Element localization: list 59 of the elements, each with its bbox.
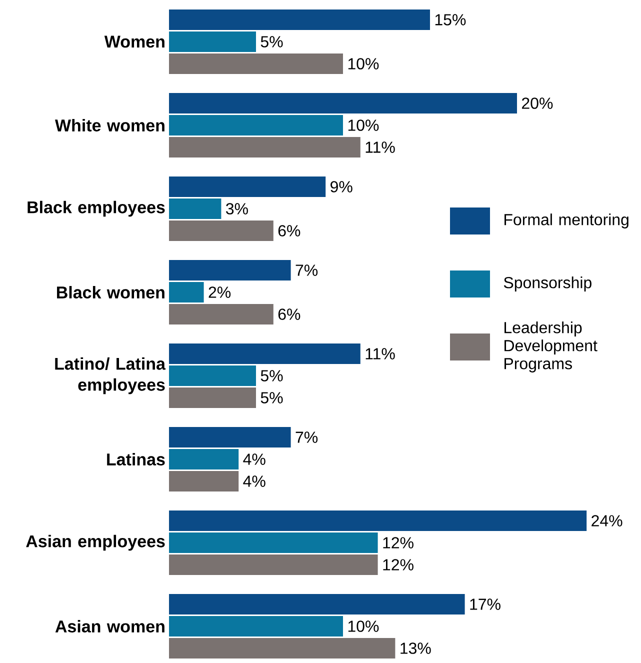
data-label: 24% bbox=[592, 515, 622, 526]
bar bbox=[168, 616, 343, 637]
bar bbox=[168, 31, 256, 52]
y-tick-label: Latinas bbox=[107, 453, 165, 466]
y-tick-label: Asian employees bbox=[26, 534, 165, 551]
bar bbox=[168, 115, 343, 136]
data-label: 6% bbox=[278, 225, 300, 236]
data-label: 12% bbox=[383, 559, 414, 570]
bar bbox=[168, 198, 222, 219]
data-label: 5% bbox=[260, 370, 283, 382]
data-label: 15% bbox=[435, 14, 466, 26]
bar bbox=[168, 260, 291, 280]
bar bbox=[168, 366, 256, 386]
data-label: 5% bbox=[260, 36, 283, 48]
data-label: 17% bbox=[470, 598, 500, 610]
legend-label: Formal mentoring bbox=[504, 214, 628, 228]
bar bbox=[168, 449, 239, 470]
bar bbox=[168, 471, 239, 492]
bar bbox=[168, 137, 360, 158]
bar bbox=[168, 344, 360, 364]
bar bbox=[168, 53, 343, 74]
data-label: 6% bbox=[278, 308, 300, 320]
y-tick-label: Asian women bbox=[55, 620, 164, 633]
data-label: 10% bbox=[348, 120, 379, 131]
data-label: 9% bbox=[330, 181, 352, 192]
bar bbox=[168, 510, 587, 532]
bar bbox=[168, 282, 204, 302]
bar bbox=[168, 594, 465, 615]
bar bbox=[168, 388, 256, 408]
data-label: 10% bbox=[348, 58, 379, 70]
bar bbox=[168, 220, 274, 241]
bar bbox=[168, 554, 378, 576]
bar bbox=[168, 93, 517, 114]
data-label: 5% bbox=[260, 392, 283, 404]
y-tick-label: Latino/ Latina employees bbox=[55, 357, 166, 394]
data-label: 20% bbox=[522, 98, 553, 109]
y-tick-label: Black employees bbox=[28, 200, 165, 217]
y-tick-label: Women bbox=[104, 36, 164, 48]
bar bbox=[168, 427, 291, 448]
y-tick-label: Black women bbox=[57, 286, 164, 298]
data-label: 12% bbox=[383, 537, 414, 548]
legend-label: Leadership Development Programs bbox=[504, 322, 598, 372]
data-label: 13% bbox=[400, 642, 431, 654]
data-label: 10% bbox=[348, 620, 379, 632]
data-label: 7% bbox=[296, 432, 318, 443]
bar bbox=[168, 176, 326, 197]
data-label: 4% bbox=[243, 476, 266, 487]
bar bbox=[168, 9, 430, 30]
bar bbox=[168, 638, 396, 659]
data-label: 4% bbox=[243, 454, 266, 465]
bar bbox=[168, 532, 378, 554]
data-label: 11% bbox=[366, 348, 395, 360]
y-tick-label: White women bbox=[54, 119, 164, 132]
bar bbox=[168, 304, 274, 325]
data-label: 2% bbox=[208, 286, 231, 298]
data-label: 3% bbox=[226, 203, 248, 214]
data-label: 11% bbox=[366, 142, 395, 153]
data-label: 7% bbox=[296, 264, 318, 276]
legend-label: Sponsorship bbox=[504, 276, 592, 292]
